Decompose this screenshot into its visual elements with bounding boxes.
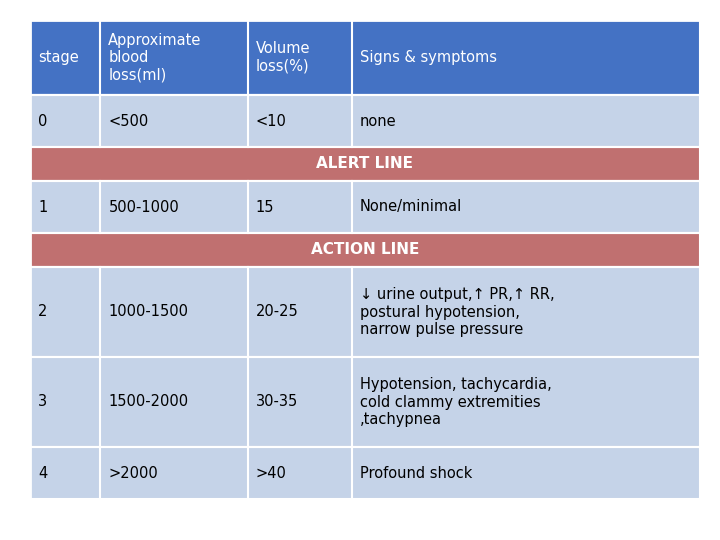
Bar bbox=[30, 147, 700, 181]
Bar bbox=[30, 267, 700, 357]
Text: Volume
loss(%): Volume loss(%) bbox=[256, 41, 310, 73]
Text: 1500-2000: 1500-2000 bbox=[108, 395, 189, 409]
Text: ACTION LINE: ACTION LINE bbox=[311, 242, 419, 258]
Text: stage: stage bbox=[38, 50, 78, 65]
Text: >2000: >2000 bbox=[108, 465, 158, 481]
Text: Profound shock: Profound shock bbox=[359, 465, 472, 481]
Text: ALERT LINE: ALERT LINE bbox=[317, 157, 413, 172]
Text: 15: 15 bbox=[256, 199, 274, 214]
Bar bbox=[30, 20, 700, 95]
Text: None/minimal: None/minimal bbox=[359, 199, 462, 214]
Text: >40: >40 bbox=[256, 465, 287, 481]
Text: 4: 4 bbox=[38, 465, 48, 481]
Text: <500: <500 bbox=[108, 113, 148, 129]
Text: 1: 1 bbox=[38, 199, 48, 214]
Text: none: none bbox=[359, 113, 396, 129]
Bar bbox=[30, 447, 700, 499]
Bar bbox=[30, 233, 700, 267]
Bar bbox=[30, 95, 700, 147]
Text: 30-35: 30-35 bbox=[256, 395, 298, 409]
Bar bbox=[30, 181, 700, 233]
Bar bbox=[30, 357, 700, 447]
Text: ↓ urine output,↑ PR,↑ RR,
postural hypotension,
narrow pulse pressure: ↓ urine output,↑ PR,↑ RR, postural hypot… bbox=[359, 287, 554, 337]
Text: Approximate
blood
loss(ml): Approximate blood loss(ml) bbox=[108, 32, 202, 83]
Text: 2: 2 bbox=[38, 305, 48, 320]
Text: Hypotension, tachycardia,
cold clammy extremities
,tachypnea: Hypotension, tachycardia, cold clammy ex… bbox=[359, 377, 552, 427]
Text: <10: <10 bbox=[256, 113, 287, 129]
Text: 1000-1500: 1000-1500 bbox=[108, 305, 189, 320]
Text: Signs & symptoms: Signs & symptoms bbox=[359, 50, 497, 65]
Text: 500-1000: 500-1000 bbox=[108, 199, 179, 214]
Text: 20-25: 20-25 bbox=[256, 305, 299, 320]
Text: 3: 3 bbox=[38, 395, 47, 409]
Text: 0: 0 bbox=[38, 113, 48, 129]
